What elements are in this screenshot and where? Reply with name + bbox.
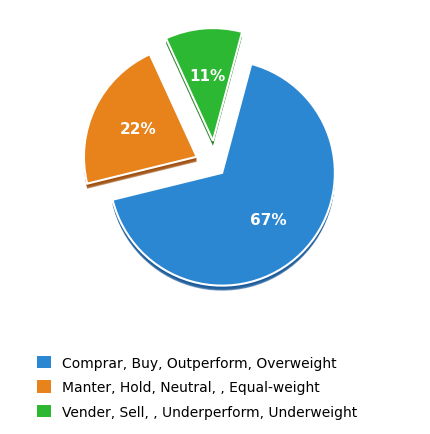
Wedge shape [166,34,242,147]
Wedge shape [166,29,242,141]
Wedge shape [166,33,242,146]
Wedge shape [113,66,335,287]
Wedge shape [113,69,335,289]
Text: 22%: 22% [120,122,156,136]
Wedge shape [166,30,242,142]
Wedge shape [113,69,335,290]
Wedge shape [84,57,197,186]
Wedge shape [84,58,197,187]
Wedge shape [166,33,242,145]
Wedge shape [113,67,335,288]
Wedge shape [84,55,197,184]
Wedge shape [84,59,197,188]
Wedge shape [113,65,335,286]
Wedge shape [113,66,335,287]
Wedge shape [166,30,242,143]
Wedge shape [84,60,197,189]
Wedge shape [84,59,197,188]
Wedge shape [166,32,242,145]
Text: 11%: 11% [189,69,226,84]
Wedge shape [113,65,335,286]
Wedge shape [166,31,242,144]
Wedge shape [113,70,335,291]
Wedge shape [113,68,335,289]
Legend: Comprar, Buy, Outperform, Overweight, Manter, Hold, Neutral, , Equal-weight, Ven: Comprar, Buy, Outperform, Overweight, Ma… [33,352,361,423]
Wedge shape [166,29,242,141]
Text: 67%: 67% [249,213,286,227]
Wedge shape [84,56,197,186]
Wedge shape [84,56,197,185]
Wedge shape [84,55,197,184]
